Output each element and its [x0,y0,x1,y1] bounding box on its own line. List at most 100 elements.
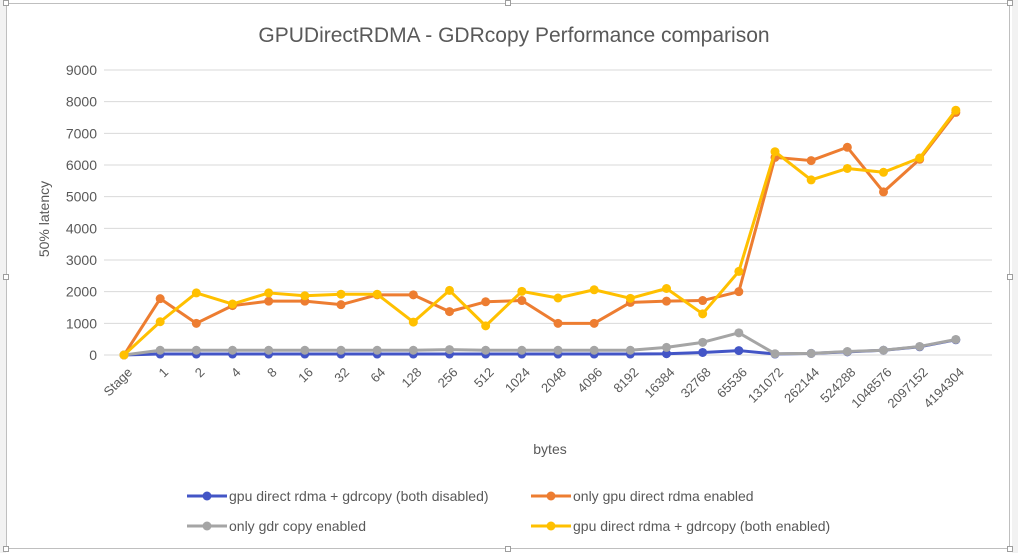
series-line [122,109,958,357]
y-tick-labels: 0 1000 2000 3000 4000 5000 6000 7000 8000 9000 [66,62,97,363]
data-point [734,346,744,356]
data-point [155,294,165,304]
resize-handle-middle-right[interactable] [1007,274,1013,280]
data-point [662,342,671,352]
series-line [123,331,957,357]
data-point [228,345,237,355]
data-point [951,334,961,344]
chart-frame[interactable]: GPUDirectRDMA - GDRcopy Performance comp… [3,0,1013,552]
data-point [191,318,201,328]
legend-label: only gpu direct rdma enabled [573,488,754,504]
data-point [408,345,418,355]
series-lines [119,105,961,360]
data-point [698,337,708,347]
legend-marker [202,491,212,501]
data-point [264,345,274,355]
data-point [662,349,671,359]
resize-handle-bottom-left[interactable] [3,546,9,552]
chart-title: GPUDirectRDMA - GDRcopy Performance comp… [258,24,769,47]
y-tick-label: 2000 [66,284,97,300]
series-4 [119,105,961,360]
data-point [842,163,852,173]
data-point [155,345,165,355]
legend-label: only gdr copy enabled [229,518,366,534]
data-point [264,288,274,298]
series-1 [119,335,961,360]
resize-handle-top-left[interactable] [3,0,9,6]
data-point [408,290,418,300]
x-tick-label: 16384 [641,365,677,401]
x-tick-label: 64 [367,365,388,386]
data-point [191,345,201,355]
x-tick-label: 16 [295,365,316,386]
data-point [770,147,780,157]
data-point [336,300,346,310]
resize-handle-bottom-middle[interactable] [505,546,511,552]
right-edge-strip [1012,0,1018,553]
legend-marker [546,491,556,501]
x-tick-label: Stage [100,365,135,400]
series-3 [119,328,961,360]
data-point [481,345,491,355]
data-point [625,293,635,303]
data-point [734,328,744,338]
data-point [806,175,816,185]
data-point [915,153,925,163]
data-point [589,318,599,328]
x-tick-label: 8192 [610,365,641,396]
data-point [372,345,382,355]
y-tick-label: 1000 [66,315,97,331]
legend-label: gpu direct rdma + gdrcopy (both disabled… [229,488,489,504]
resize-handle-bottom-right[interactable] [1007,546,1013,552]
series-2 [119,107,961,360]
y-tick-label: 3000 [66,252,97,268]
data-point [698,347,708,357]
data-point [879,167,888,177]
data-point [481,321,491,331]
data-point [155,317,165,327]
resize-handle-middle-left[interactable] [3,274,9,280]
data-point [806,156,816,166]
x-axis-label: bytes [533,441,566,457]
y-tick-label: 0 [89,347,97,363]
data-point [842,347,852,357]
y-tick-label: 4000 [66,220,97,236]
resize-handle-top-middle[interactable] [505,0,511,6]
x-tick-label: 4 [228,365,244,381]
legend-label: gpu direct rdma + gdrcopy (both enabled) [573,518,830,534]
data-point [445,345,454,355]
resize-handle-top-right[interactable] [1007,0,1013,6]
x-tick-label: 1024 [502,365,533,396]
data-point [300,291,310,301]
data-point [264,296,274,306]
data-point [879,187,888,197]
x-tick-labels: Stage 1 2 4 8 16 32 64 128 256 512 1024 2048 4096 8192… [100,365,966,411]
x-tick-label: 2048 [538,365,569,396]
data-point [408,317,418,327]
y-tick-label: 9000 [66,62,97,78]
x-tick-label: 512 [471,365,497,391]
x-tick-label: 262144 [781,365,822,406]
legend-item: only gdr copy enabled [187,518,366,534]
x-tick-label: 32768 [678,365,714,401]
data-point [300,345,310,355]
data-point [625,345,635,355]
data-point [517,345,527,355]
legend: gpu direct rdma + gdrcopy (both disabled… [187,488,830,534]
data-point [698,309,708,319]
x-tick-label: 32 [331,365,352,386]
data-point [915,341,925,351]
data-point [879,345,888,355]
legend-item: gpu direct rdma + gdrcopy (both enabled) [531,518,830,534]
y-tick-label: 5000 [66,189,97,205]
data-point [372,289,382,299]
legend-item: gpu direct rdma + gdrcopy (both disabled… [187,488,489,504]
data-point [553,345,563,355]
y-tick-label: 7000 [66,125,97,141]
gridlines [104,69,992,356]
data-point [336,289,346,299]
data-point [662,296,671,306]
data-point [191,288,201,298]
legend-marker [202,521,212,531]
data-point [517,296,527,306]
